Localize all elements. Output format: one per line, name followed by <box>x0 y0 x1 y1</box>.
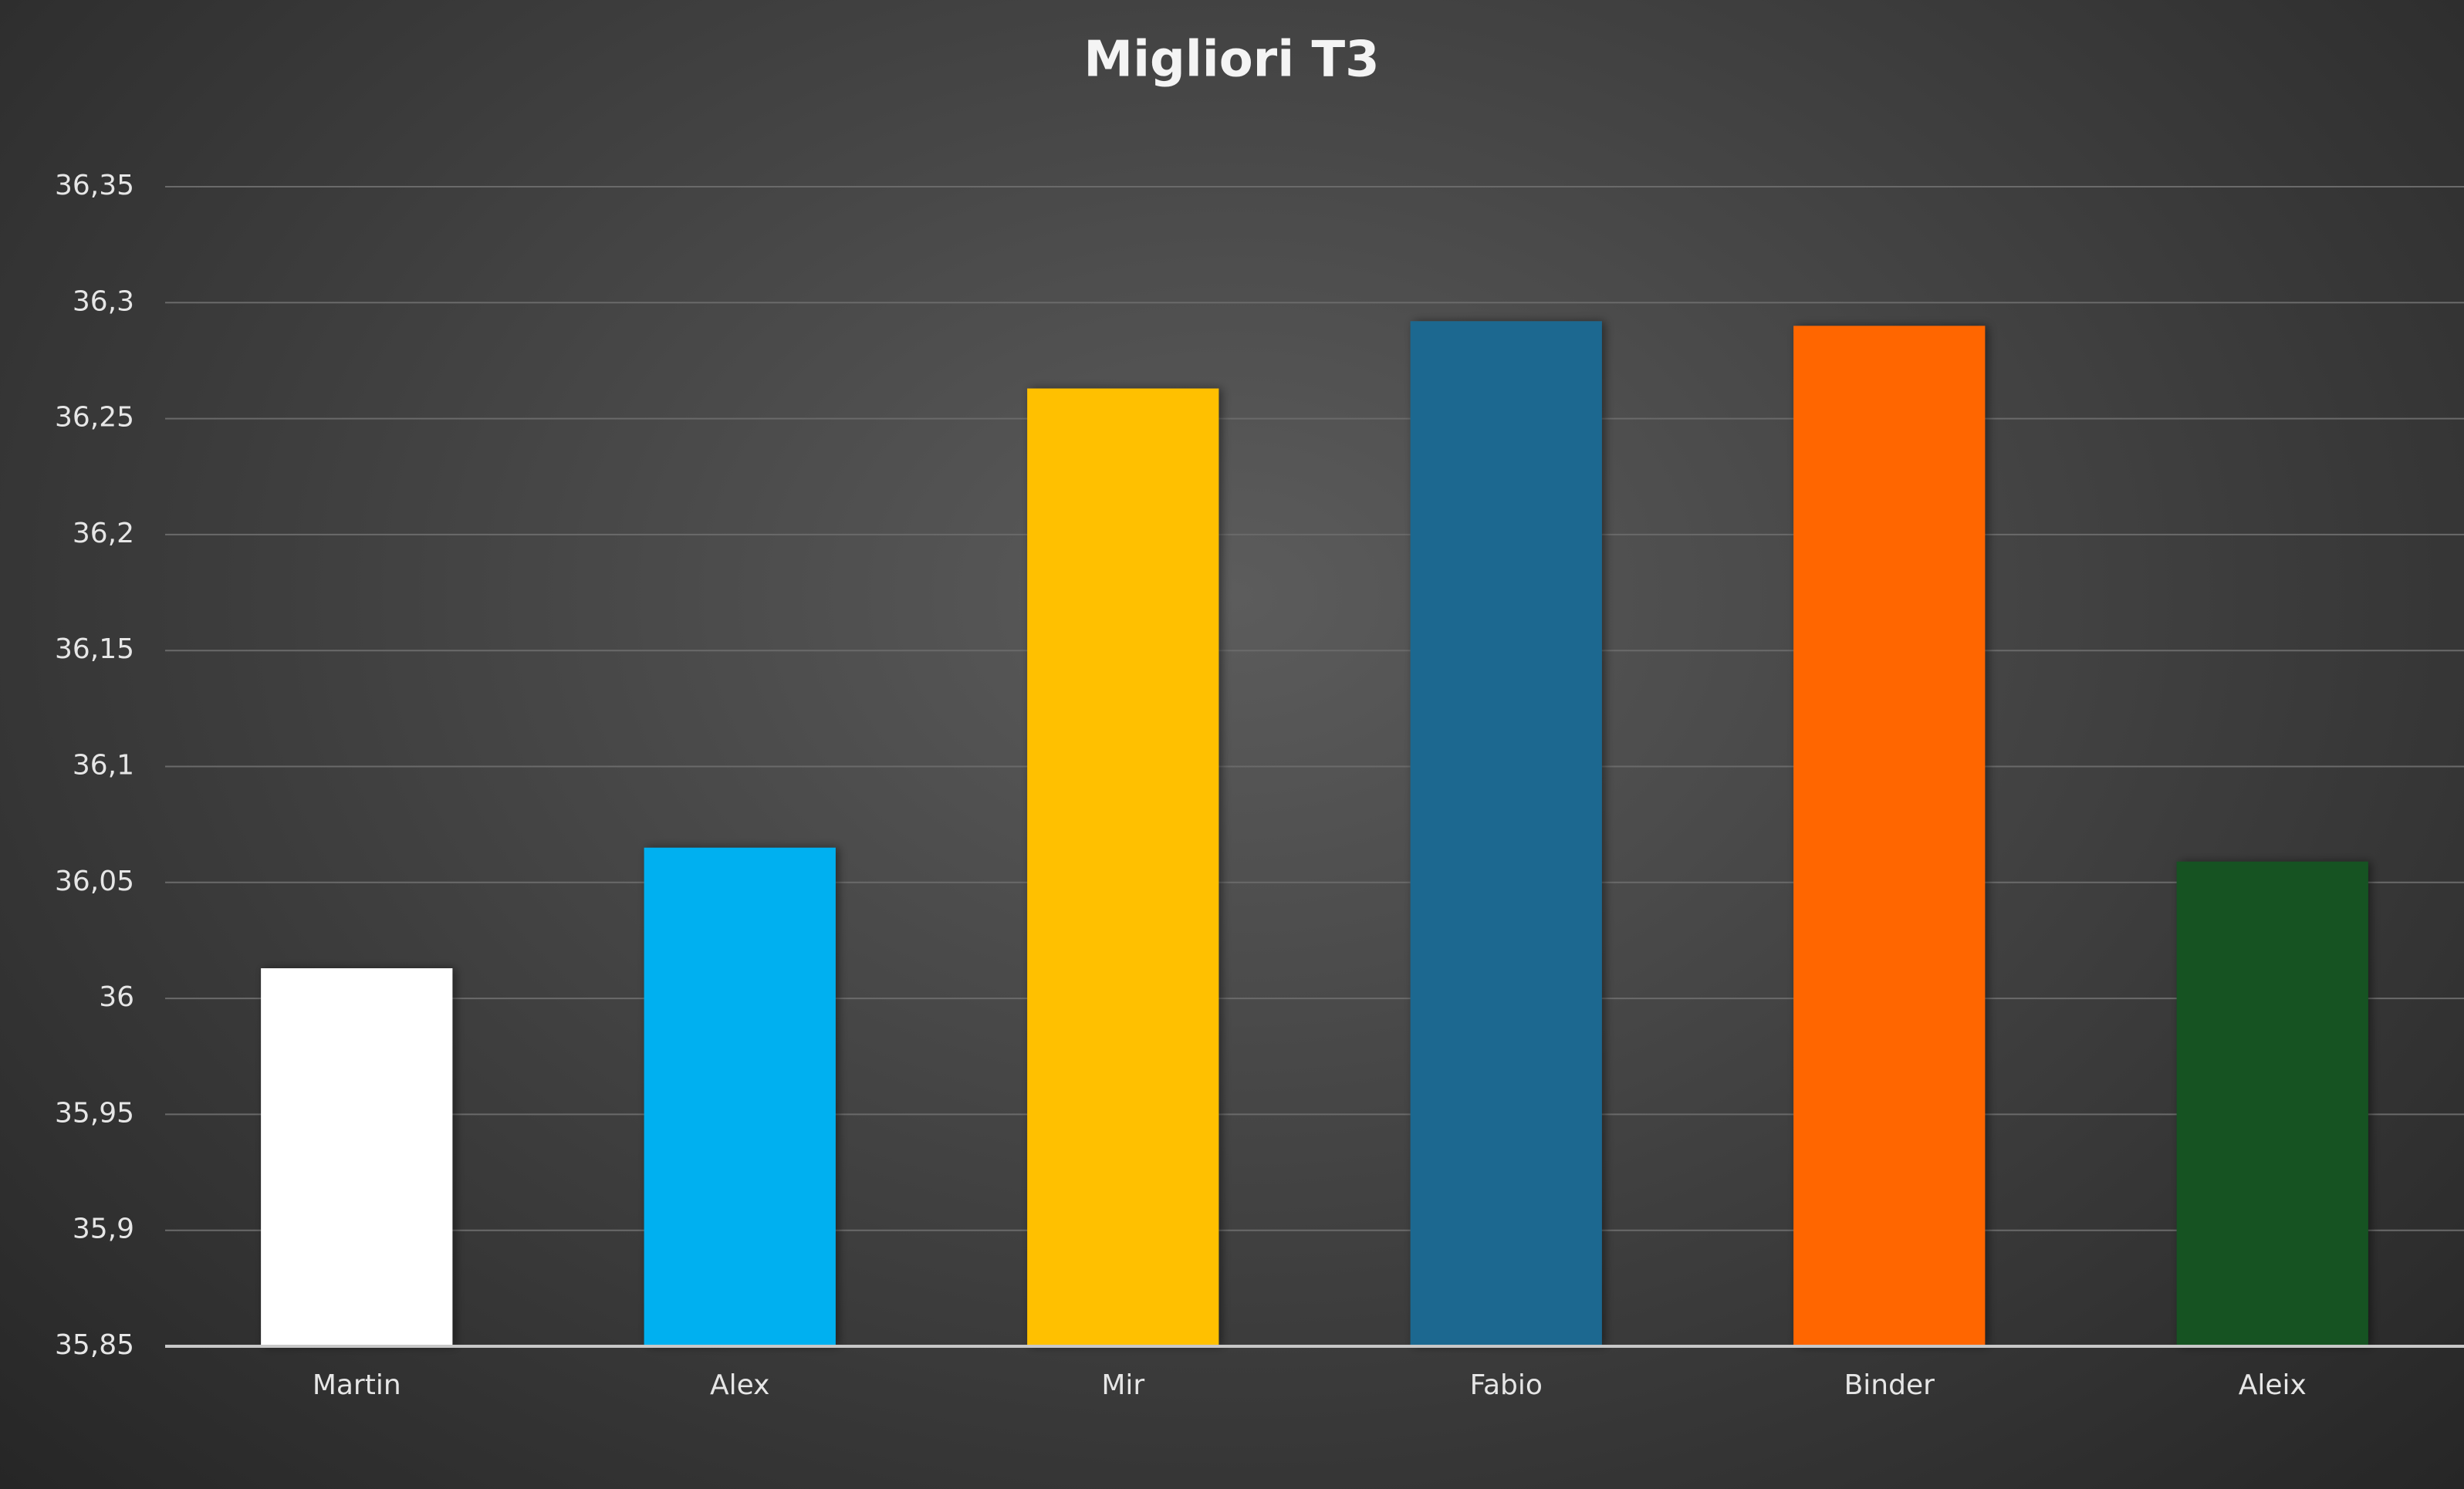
y-tick-label: 36,05 <box>55 866 134 897</box>
bar <box>1027 388 1219 1347</box>
chart-title: Migliori T3 <box>1083 32 1379 89</box>
y-tick-label: 36 <box>99 981 134 1013</box>
y-tick-label: 35,95 <box>55 1097 134 1129</box>
x-tick-label: Aleix <box>2239 1369 2307 1401</box>
bar <box>2176 861 2368 1346</box>
x-tick-label: Alex <box>710 1369 769 1401</box>
x-tick-label: Fabio <box>1470 1369 1543 1401</box>
y-tick-label: 36,35 <box>55 170 134 201</box>
bar <box>1793 326 1986 1346</box>
y-tick-label: 36,15 <box>55 633 134 665</box>
y-tick-label: 36,25 <box>55 402 134 434</box>
y-tick-label: 36,1 <box>73 750 134 782</box>
x-tick-label: Martin <box>313 1369 401 1401</box>
bar <box>644 847 836 1346</box>
x-tick-label: Binder <box>1844 1369 1935 1401</box>
bar <box>261 968 453 1346</box>
y-tick-label: 36,2 <box>73 518 134 549</box>
y-tick-label: 35,9 <box>73 1214 134 1245</box>
y-tick-label: 36,3 <box>73 285 134 317</box>
x-tick-label: Mir <box>1101 1369 1144 1401</box>
bar <box>1410 321 1602 1346</box>
y-tick-label: 35,85 <box>55 1329 134 1361</box>
